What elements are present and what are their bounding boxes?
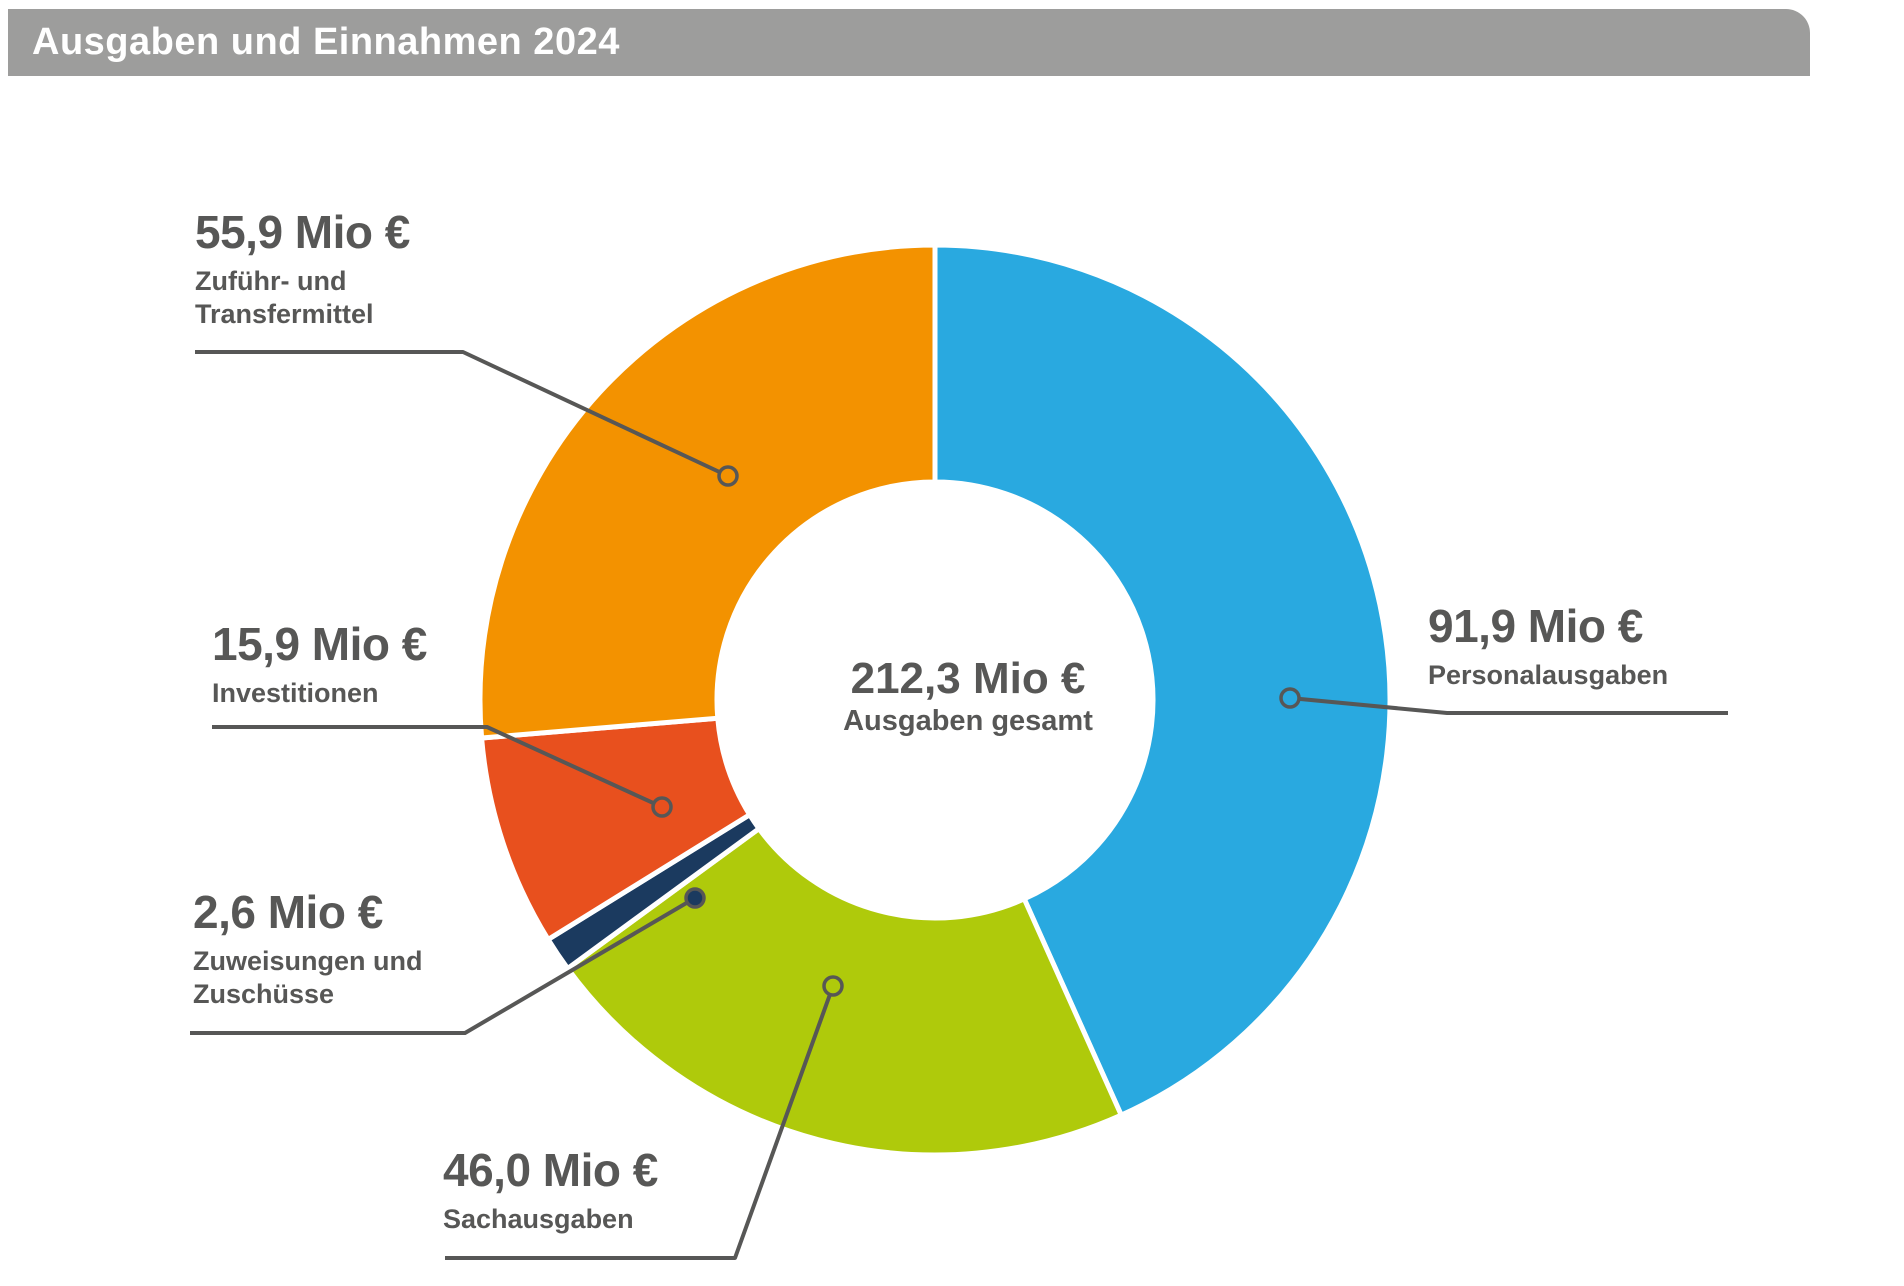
leader-line-personalausgaben [1289, 696, 1728, 715]
callout-label: Zuführ- und Transfermittel [195, 266, 374, 329]
leader-line-sachausgaben [445, 985, 835, 1260]
marker-transfermittel [717, 465, 739, 487]
callout-investitionen: 15,9 Mio € Investitionen [212, 620, 492, 710]
callout-label: Investitionen [212, 678, 379, 709]
callout-zuweisungen: 2,6 Mio € Zuweisungen und Zuschüsse [193, 888, 438, 1010]
total-label: Ausgaben gesamt [843, 705, 1093, 738]
donut-segment-personalausgaben [932, 242, 1393, 1119]
leader-line-investitionen [212, 725, 663, 809]
callout-sachausgaben: 46,0 Mio € Sachausgaben [443, 1146, 773, 1236]
callout-value: 46,0 Mio € [443, 1144, 658, 1196]
donut-segments [477, 242, 1393, 1158]
callout-label: Zuweisungen und Zuschüsse [193, 946, 423, 1009]
marker-sachausgaben [822, 975, 844, 997]
donut-center-text: 212,3 Mio € Ausgaben gesamt [768, 654, 1168, 738]
callout-label: Sachausgaben [443, 1204, 634, 1235]
leader-line-transfermittel [195, 350, 729, 478]
callout-label: Personalausgaben [1428, 660, 1669, 691]
donut-segment-zuf-hr-und-transfermittel [477, 242, 938, 741]
leader-markers [651, 465, 1301, 997]
leader-lines [190, 350, 1728, 1260]
donut-segment-sachausgaben [564, 825, 1125, 1158]
marker-zuweisungen [684, 887, 706, 909]
marker-personalausgaben [1279, 687, 1301, 709]
callout-value: 2,6 Mio € [193, 886, 383, 938]
callout-value: 15,9 Mio € [212, 618, 427, 670]
marker-investitionen [651, 796, 673, 818]
title-bar: Ausgaben und Einnahmen 2024 [8, 9, 1810, 76]
leader-line-zuweisungen [190, 896, 697, 1035]
callout-transfermittel: 55,9 Mio € Zuführ- und Transfermittel [195, 208, 425, 330]
callout-value: 91,9 Mio € [1428, 600, 1643, 652]
page-title: Ausgaben und Einnahmen 2024 [32, 21, 620, 63]
callout-value: 55,9 Mio € [195, 206, 410, 258]
callout-personalausgaben: 91,9 Mio € Personalausgaben [1428, 602, 1758, 692]
total-value: 212,3 Mio € [850, 654, 1086, 703]
